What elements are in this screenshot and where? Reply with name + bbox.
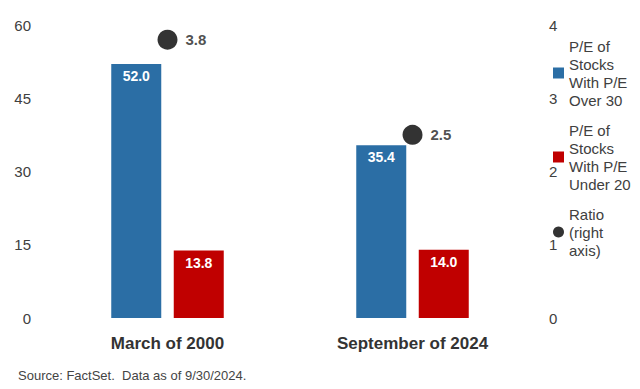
svg-text:30: 30 [14, 163, 31, 180]
svg-text:60: 60 [14, 17, 31, 34]
svg-text:35.4: 35.4 [368, 149, 395, 165]
svg-text:2.5: 2.5 [431, 126, 452, 143]
svg-text:3.8: 3.8 [186, 31, 207, 48]
svg-text:Ratio: Ratio [569, 206, 608, 223]
svg-text:4: 4 [549, 17, 557, 34]
svg-text:Stocks: Stocks [569, 140, 618, 157]
svg-text:3: 3 [549, 90, 557, 107]
svg-text:0: 0 [549, 310, 557, 327]
svg-text:(right: (right [569, 224, 607, 241]
svg-text:With P/E: With P/E [569, 74, 632, 91]
svg-text:Under 20: Under 20 [569, 176, 631, 193]
svg-text:45: 45 [14, 90, 31, 107]
svg-text:52.0: 52.0 [123, 68, 150, 84]
svg-text:15: 15 [14, 236, 31, 253]
svg-text:13.8: 13.8 [185, 255, 212, 271]
svg-text:Stocks: Stocks [569, 56, 618, 73]
svg-text:Over 30: Over 30 [569, 92, 622, 109]
svg-text:P/E of: P/E of [569, 122, 614, 139]
svg-text:P/E of: P/E of [569, 38, 614, 55]
svg-text:14.0: 14.0 [430, 254, 457, 270]
svg-text:1: 1 [549, 236, 557, 253]
svg-text:2: 2 [549, 163, 557, 180]
svg-text:With P/E: With P/E [569, 158, 632, 175]
svg-text:Source: FactSet. Data as of 9: Source: FactSet. Data as of 9/30/2024. [18, 368, 246, 383]
svg-text:axis): axis) [569, 242, 601, 259]
svg-text:September of 2024: September of 2024 [337, 334, 489, 353]
svg-text:March of 2000: March of 2000 [111, 334, 224, 353]
svg-text:0: 0 [23, 310, 31, 327]
